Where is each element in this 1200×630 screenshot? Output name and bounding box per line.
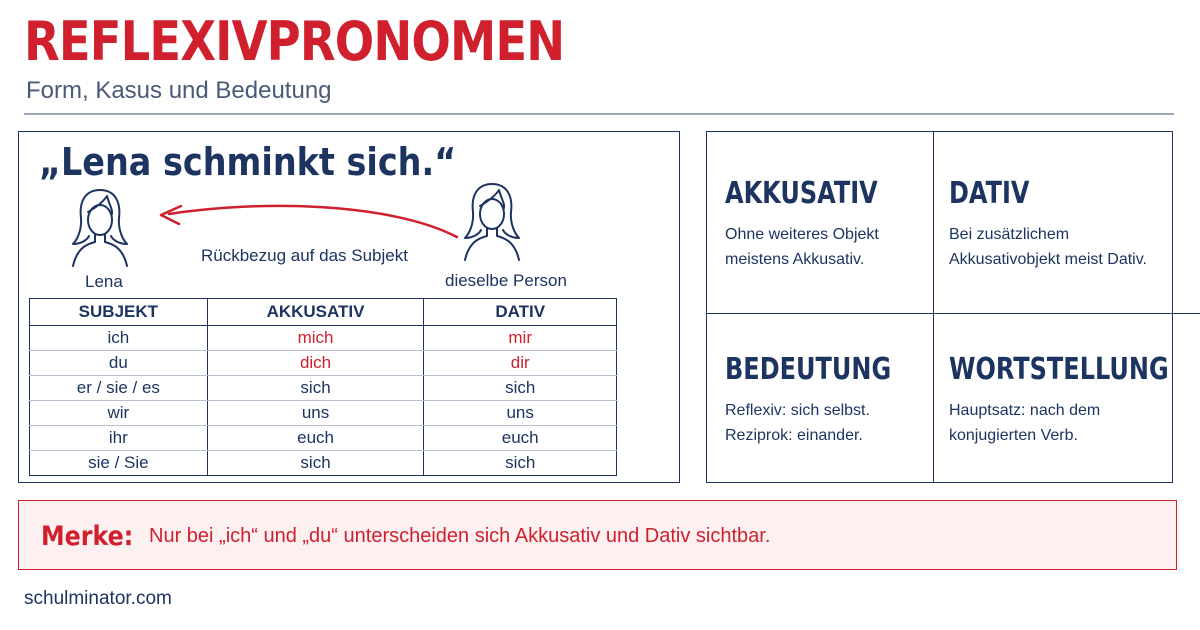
arrow-label: Rückbezug auf das Subjekt	[201, 246, 408, 265]
info-grid: AKKUSATIV Ohne weiteres Objekt meistens …	[706, 131, 1200, 483]
card-akkusativ: AKKUSATIV Ohne weiteres Objekt meistens …	[707, 132, 934, 314]
card-text: Reziprok: einander.	[725, 427, 863, 444]
table-cell: ihr	[29, 425, 208, 451]
column-header: DATIV	[423, 298, 617, 326]
table-row: ihr euch euch	[29, 425, 617, 451]
merke-text: Nur bei „ich“ und „du“ unterscheiden sic…	[149, 525, 771, 547]
table-cell: du	[29, 350, 208, 376]
table-row: er / sie / es sich sich	[29, 375, 617, 401]
card-text: meistens Akkusativ.	[725, 251, 865, 268]
table-cell: sich	[423, 375, 617, 401]
table-row: ich mich mir	[29, 325, 617, 351]
table-cell: er / sie / es	[29, 375, 208, 401]
table-cell: dich	[206, 350, 425, 376]
table-cell: euch	[206, 425, 425, 451]
merke-box: Merke: Nur bei „ich“ und „du“ unterschei…	[18, 500, 1177, 570]
card-bedeutung: BEDEUTUNG Reflexiv: sich selbst. Rezipro…	[707, 314, 934, 482]
table-cell: sich	[206, 450, 425, 476]
table-cell: sich	[423, 450, 617, 476]
table-cell: dir	[423, 350, 617, 376]
example-sentence: „Lena schminkt sich.“	[39, 140, 457, 184]
card-title: BEDEUTUNG	[725, 352, 892, 387]
page-subtitle: Form, Kasus und Bedeutung	[26, 77, 332, 104]
card-title: AKKUSATIV	[725, 176, 878, 211]
card-wortstellung: WORTSTELLUNG Hauptsatz: nach dem konjugi…	[934, 314, 1200, 482]
table-row: du dich dir	[29, 350, 617, 376]
card-text: Akkusativobjekt meist Dativ.	[949, 251, 1147, 268]
pronoun-table: SUBJEKT AKKUSATIV DATIV ich mich mir du …	[29, 298, 617, 476]
table-header-row: SUBJEKT AKKUSATIV DATIV	[29, 298, 617, 326]
card-title: WORTSTELLUNG	[949, 352, 1169, 387]
header-divider	[24, 113, 1174, 115]
column-header: SUBJEKT	[29, 298, 208, 326]
table-row: sie / Sie sich sich	[29, 450, 617, 476]
card-text: Hauptsatz: nach dem	[949, 402, 1101, 419]
card-text: Reflexiv: sich selbst.	[725, 402, 870, 419]
table-cell: uns	[423, 400, 617, 426]
reference-arrow	[159, 204, 459, 239]
woman-icon	[72, 189, 128, 267]
card-text: konjugierten Verb.	[949, 427, 1078, 444]
table-row: wir uns uns	[29, 400, 617, 426]
table-cell: sie / Sie	[29, 450, 208, 476]
woman-icon	[464, 183, 520, 261]
page-title: REFLEXIVPRONOMEN	[24, 10, 565, 73]
table-cell: ich	[29, 325, 208, 351]
footer-site: schulminator.com	[24, 588, 172, 609]
column-header: AKKUSATIV	[206, 298, 425, 326]
person-label-lena: Lena	[85, 272, 123, 291]
card-title: DATIV	[949, 176, 1030, 211]
table-cell: uns	[206, 400, 425, 426]
card-text: Ohne weiteres Objekt	[725, 226, 879, 243]
table-cell: wir	[29, 400, 208, 426]
table-cell: mir	[423, 325, 617, 351]
table-cell: mich	[206, 325, 425, 351]
table-cell: sich	[206, 375, 425, 401]
merke-label: Merke:	[41, 521, 134, 552]
example-panel: „Lena schminkt sich.“ Lena Rückbezug auf…	[18, 131, 680, 483]
table-cell: euch	[423, 425, 617, 451]
card-dativ: DATIV Bei zusätzlichem Akkusativobjekt m…	[934, 132, 1200, 314]
card-text: Bei zusätzlichem	[949, 226, 1070, 243]
person-label-same: dieselbe Person	[445, 271, 567, 290]
